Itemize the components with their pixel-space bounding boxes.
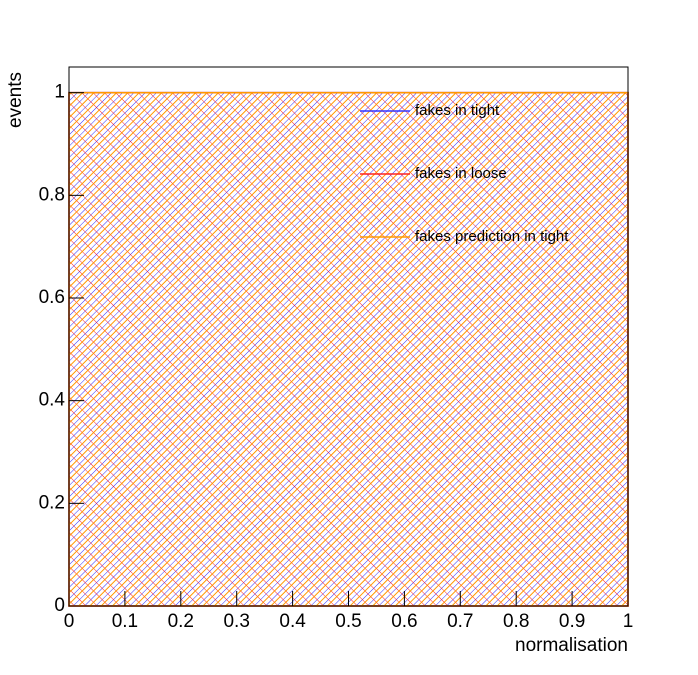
histogram-bar (68, 91, 629, 607)
x-tick-label: 0.2 (168, 611, 194, 632)
x-tick-label: 0.3 (223, 611, 249, 632)
y-tick-label: 1 (54, 82, 65, 103)
y-axis-label: events (5, 72, 26, 128)
y-tick-label: 0.4 (39, 390, 66, 411)
legend-label: fakes in tight (415, 102, 500, 119)
x-axis-label: normalisation (515, 635, 628, 656)
x-tick-label: 0.4 (279, 611, 306, 632)
x-tick-label: 1 (623, 611, 634, 632)
y-tick-label: 0.2 (39, 492, 65, 513)
x-tick-label: 0.1 (112, 611, 138, 632)
y-tick-label: 0 (54, 595, 65, 616)
legend-label: fakes in loose (415, 165, 507, 182)
x-tick-label: 0.7 (447, 611, 473, 632)
x-tick-label: 0.6 (391, 611, 417, 632)
x-tick-label: 0.9 (559, 611, 585, 632)
y-tick-label: 0.6 (39, 287, 65, 308)
x-tick-label: 0.5 (335, 611, 361, 632)
x-tick-label: 0 (64, 611, 75, 632)
y-tick-label: 0.8 (39, 184, 65, 205)
legend-label: fakes prediction in tight (415, 228, 569, 245)
x-tick-label: 0.8 (503, 611, 529, 632)
